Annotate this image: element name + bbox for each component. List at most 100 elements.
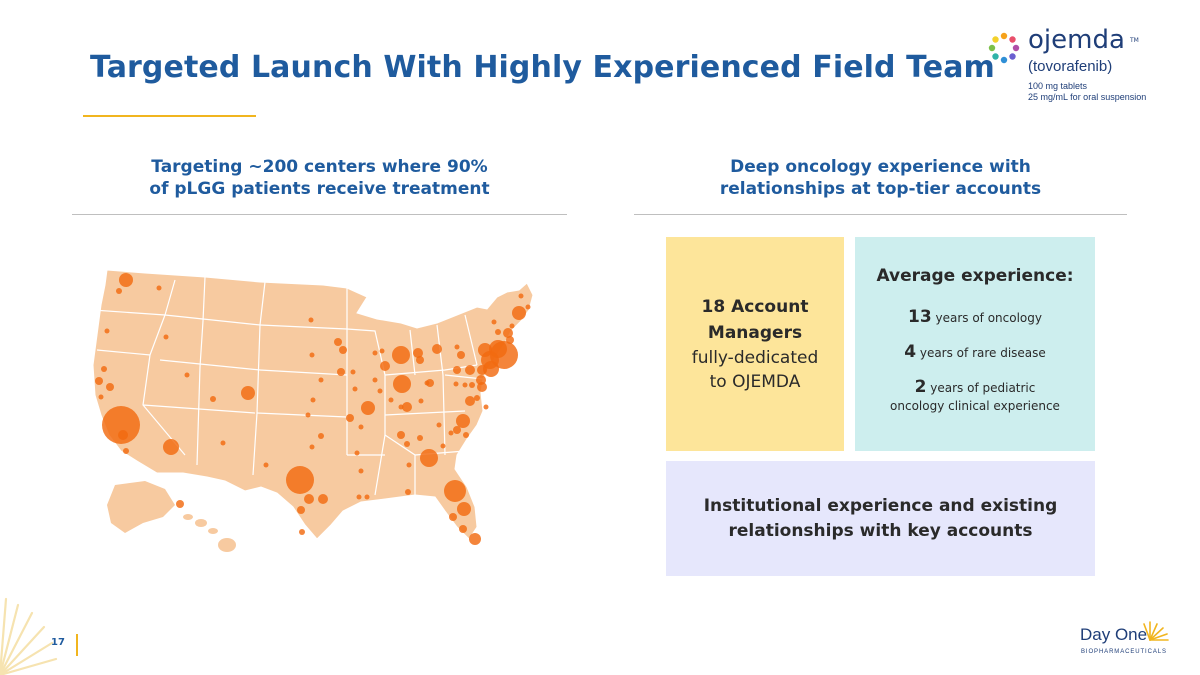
- logo-dose-suspension: 25 mg/mL for oral suspension: [1028, 92, 1147, 102]
- us-map-shape: [92, 269, 534, 540]
- center-marker: [393, 375, 411, 393]
- day-one-name: Day One: [1080, 625, 1148, 644]
- center-marker: [453, 381, 459, 387]
- center-marker: [184, 372, 190, 378]
- center-marker: [305, 412, 311, 418]
- center-marker: [334, 338, 342, 346]
- left-column-heading: Targeting ~200 centers where 90% of pLGG…: [72, 156, 567, 200]
- center-marker: [104, 328, 110, 334]
- center-marker: [453, 426, 461, 434]
- center-marker: [102, 406, 140, 444]
- account-managers-box: 18 Account Managers fully-dedicated to O…: [666, 237, 844, 451]
- center-marker: [457, 351, 465, 359]
- center-marker: [436, 422, 442, 428]
- experience-oncology: 13 years of oncology: [908, 308, 1042, 327]
- center-marker: [163, 334, 169, 340]
- center-marker: [364, 494, 370, 500]
- experience-rare-disease: 4 years of rare disease: [904, 343, 1046, 362]
- center-marker: [476, 375, 486, 385]
- center-marker: [417, 435, 423, 441]
- center-marker: [101, 366, 107, 372]
- center-marker: [453, 366, 461, 374]
- center-marker: [304, 494, 314, 504]
- center-marker: [432, 344, 442, 354]
- left-heading-line1: Targeting ~200 centers where 90%: [151, 157, 488, 177]
- center-marker: [404, 441, 410, 447]
- day-one-logo: Day One BIOPHARMACEUTICALS: [1080, 618, 1180, 663]
- center-marker: [379, 348, 385, 354]
- center-marker: [318, 377, 324, 383]
- sunburst-decoration-icon: [0, 597, 58, 675]
- logo-trademark: TM: [1130, 37, 1139, 44]
- center-marker: [337, 368, 345, 376]
- center-marker: [98, 394, 104, 400]
- center-marker: [372, 350, 378, 356]
- center-marker: [448, 430, 454, 436]
- logo-generic-name: (tovorafenib): [1028, 58, 1113, 75]
- center-marker: [465, 365, 475, 375]
- logo-dose-tablets: 100 mg tablets: [1028, 81, 1088, 91]
- center-marker: [518, 293, 524, 299]
- center-marker: [119, 273, 133, 287]
- ojemda-logo: ojemda TM (tovorafenib) 100 mg tablets 2…: [988, 25, 1168, 108]
- center-marker: [456, 414, 470, 428]
- right-column-divider: [634, 214, 1127, 215]
- center-marker: [469, 533, 481, 545]
- center-marker: [354, 450, 360, 456]
- center-marker: [440, 443, 446, 449]
- center-marker: [309, 352, 315, 358]
- center-marker: [465, 396, 475, 406]
- managers-desc-line1: fully-dedicated: [691, 348, 819, 368]
- center-marker: [358, 468, 364, 474]
- alaska-shape: [107, 481, 175, 533]
- right-heading-line1: Deep oncology experience with: [730, 157, 1031, 177]
- center-marker: [318, 433, 324, 439]
- experience-oncology-years: 13: [908, 306, 932, 327]
- center-marker: [477, 365, 487, 375]
- center-marker: [176, 500, 184, 508]
- center-marker: [308, 317, 314, 323]
- center-marker: [402, 402, 412, 412]
- center-marker: [405, 489, 411, 495]
- experience-rare-disease-label: years of rare disease: [916, 345, 1046, 360]
- center-marker: [106, 383, 114, 391]
- center-marker: [506, 336, 514, 344]
- center-marker: [123, 448, 129, 454]
- center-marker: [491, 319, 497, 325]
- center-marker: [372, 377, 378, 383]
- center-marker: [263, 462, 269, 468]
- state-borders: [92, 276, 484, 496]
- center-marker: [406, 462, 412, 468]
- center-marker: [449, 513, 457, 521]
- institutional-line1: Institutional experience and existing: [703, 495, 1058, 516]
- center-marker: [377, 388, 383, 394]
- center-marker: [525, 304, 531, 310]
- center-marker: [483, 404, 489, 410]
- center-marker: [220, 440, 226, 446]
- center-marker: [416, 356, 424, 364]
- center-marker: [454, 344, 460, 350]
- center-marker: [418, 398, 424, 404]
- center-marker: [297, 506, 305, 514]
- managers-desc-line2: to OJEMDA: [709, 372, 801, 392]
- center-marker: [503, 328, 513, 338]
- center-marker: [388, 397, 394, 403]
- average-experience-box: Average experience: 13 years of oncology…: [855, 237, 1095, 451]
- right-heading-line2: relationships at top-tier accounts: [719, 179, 1042, 199]
- experience-pediatric-years: 2: [914, 376, 927, 397]
- title-underline: [83, 115, 256, 117]
- center-marker: [346, 414, 354, 422]
- center-marker: [309, 444, 315, 450]
- experience-oncology-label: years of oncology: [931, 310, 1042, 325]
- center-marker: [420, 449, 438, 467]
- center-marker: [512, 306, 526, 320]
- center-marker: [444, 480, 466, 502]
- slide-title: Targeted Launch With Highly Experienced …: [90, 50, 995, 85]
- center-marker: [299, 529, 305, 535]
- center-marker: [462, 382, 468, 388]
- center-marker: [210, 396, 216, 402]
- center-marker: [469, 382, 475, 388]
- day-one-subtitle: BIOPHARMACEUTICALS: [1081, 649, 1167, 655]
- page-number-bar: [76, 634, 78, 656]
- center-marker: [118, 430, 128, 440]
